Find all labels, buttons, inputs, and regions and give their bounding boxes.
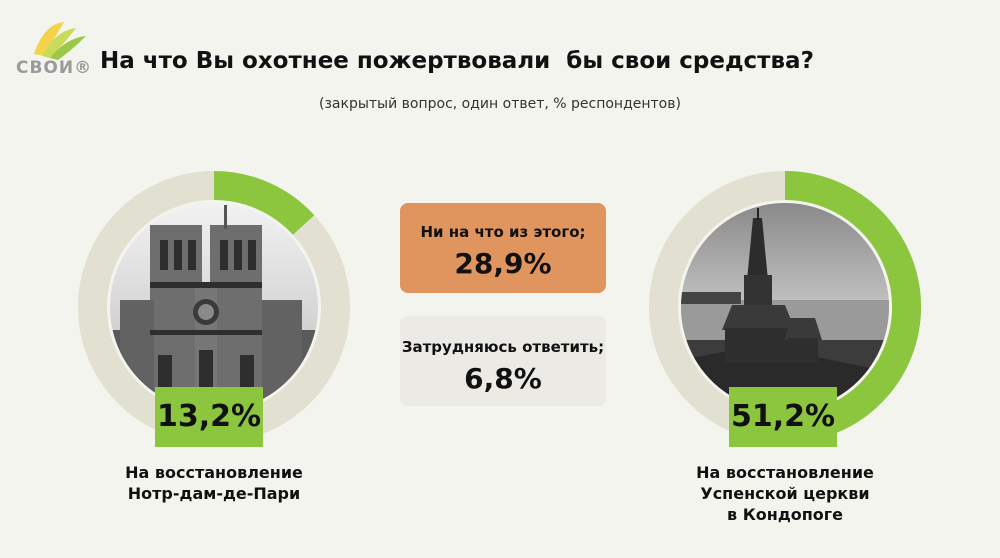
page-subtitle: (закрытый вопрос, один ответ, % респонде…	[319, 96, 681, 112]
none-of-these-box: Ни на что из этого; 28,9%	[400, 203, 606, 293]
left-percent-label: 13,2%	[155, 387, 263, 447]
left-caption: На восстановление Нотр-дам-де-Пари	[125, 463, 303, 503]
logo-text: СВОИ®	[16, 58, 93, 78]
none-of-these-value: 28,9%	[454, 247, 552, 280]
page-title: На что Вы охотнее пожертвовали бы свои с…	[100, 48, 814, 74]
hard-to-answer-value: 6,8%	[464, 362, 542, 395]
svoi-logo	[34, 22, 86, 60]
hard-to-answer-label: Затрудняюсь ответить;	[401, 338, 605, 356]
kondopoga-church-photo	[681, 203, 889, 411]
right-caption: На восстановление Успенской церкви в Кон…	[696, 463, 874, 524]
right-percent-label: 51,2%	[729, 387, 837, 447]
none-of-these-label: Ни на что из этого;	[420, 223, 586, 241]
left-donut-value-arc	[213, 171, 315, 236]
hard-to-answer-box: Затрудняюсь ответить; 6,8%	[400, 316, 606, 406]
